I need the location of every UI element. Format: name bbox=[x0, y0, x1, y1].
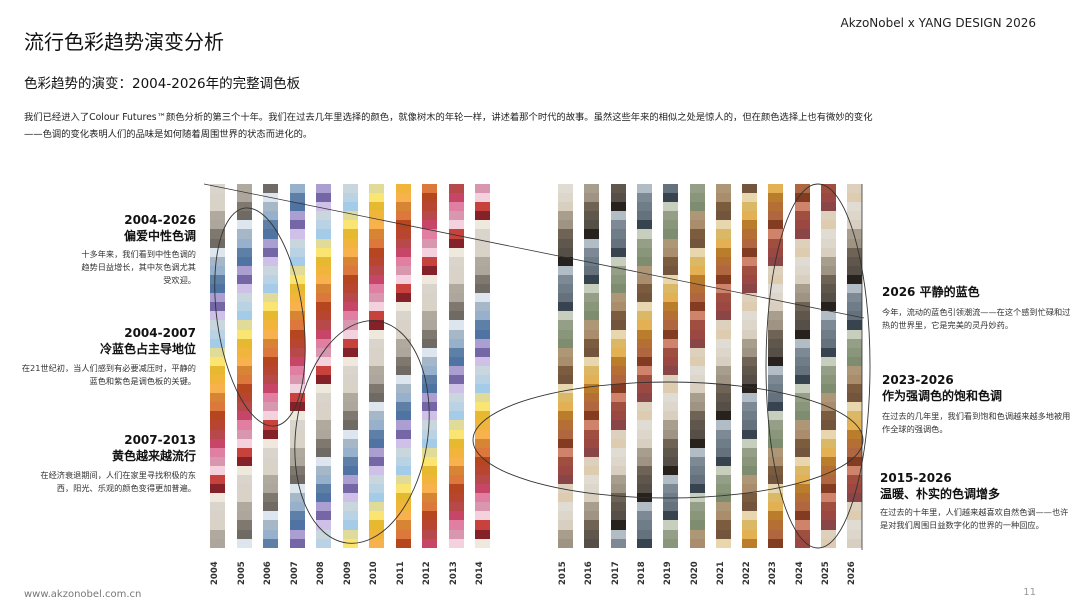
annotation-heading: 2026 平静的蓝色 bbox=[882, 285, 980, 299]
page-subtitle: 色彩趋势的演变：2004-2026年的完整调色板 bbox=[24, 76, 301, 92]
annotation-earthy: 2015-2026 温暖、朴实的色调增多 在过去的十年里，人们越来越喜欢自然色调… bbox=[880, 470, 1070, 532]
palette-strip-2008 bbox=[316, 184, 331, 548]
saturated-ellipse bbox=[765, 183, 871, 549]
page-title: 流行色彩趋势演变分析 bbox=[24, 30, 224, 54]
annotation-body: 在过去的十年里，人们越来越喜欢自然色调——也许是对我们周围日益数字化的世界的一种… bbox=[880, 507, 1069, 530]
palette-strip-2026 bbox=[847, 184, 863, 548]
palette-strip-2018 bbox=[636, 184, 652, 548]
annotation-year: 2004-2007 bbox=[124, 326, 196, 340]
annotation-heading: 黄色越来越流行 bbox=[111, 449, 196, 463]
palette-strip-2010 bbox=[369, 184, 384, 548]
palette-strip-2013 bbox=[448, 184, 464, 548]
annotation-body: 在21世纪初，当人们感到有必要减压时，平静的蓝色和紫色是调色板的关键。 bbox=[21, 363, 196, 386]
palette-strip-2004 bbox=[210, 184, 225, 548]
annotation-year: 2015-2026 bbox=[880, 471, 952, 485]
annotation-saturated: 2023-2026 作为强调色的饱和色调 在过去的几年里，我们看到饱和色调越来越… bbox=[882, 372, 1072, 436]
annotation-body: 今年，流动的蓝色引领潮流——在这个感到忙碌和过热的世界里，它是完美的灵丹妙药。 bbox=[882, 307, 1071, 330]
neutral-ellipse bbox=[214, 207, 306, 427]
annotation-body: 在过去的几年里，我们看到饱和色调越来越多地被用作全球的强调色。 bbox=[882, 411, 1071, 434]
palette-strip-2019 bbox=[663, 184, 679, 548]
intro-paragraph: 我们已经进入了Colour Futures™颜色分析的第三个十年。我们在过去几年… bbox=[24, 112, 873, 140]
palette-strip-2006 bbox=[263, 184, 278, 548]
palette-strip-2022 bbox=[742, 184, 758, 548]
annotation-year: 2004-2026 bbox=[124, 213, 196, 227]
palette-strip-2016 bbox=[584, 184, 600, 548]
annotation-heading: 偏爱中性色调 bbox=[123, 229, 196, 243]
annotation-body: 十多年来，我们看到中性色调的趋势日益增长，其中灰色调尤其受欢迎。 bbox=[81, 249, 196, 285]
annotation-yellow: 2007-2013 黄色越来越流行 在经济衰退期间，人们在家里寻找积极的东西，阳… bbox=[18, 432, 196, 495]
palette-strip-2017 bbox=[610, 184, 626, 548]
trend-line bbox=[203, 183, 865, 319]
palette-strip-2015 bbox=[558, 184, 573, 548]
palette-strip-2020 bbox=[689, 184, 705, 548]
earthy-ellipse bbox=[472, 381, 864, 499]
palette-strip-2014 bbox=[475, 184, 490, 548]
palette-strip-2023 bbox=[768, 184, 784, 548]
annotation-year: 2007-2013 bbox=[124, 433, 196, 447]
annotation-heading: 温暖、朴实的色调增多 bbox=[880, 487, 1001, 501]
palette-strip-2025 bbox=[821, 184, 836, 548]
palette-strip-2011 bbox=[395, 184, 411, 548]
footer-url[interactable]: www.akzonobel.com.cn bbox=[24, 589, 142, 600]
yellow-ellipse bbox=[294, 320, 430, 544]
palette-strip-2007 bbox=[289, 184, 305, 548]
annotation-heading: 作为强调色的饱和色调 bbox=[882, 389, 1003, 403]
annotation-year: 2023-2026 bbox=[882, 373, 954, 387]
palette-strip-2012 bbox=[422, 184, 437, 548]
palette-strip-2005 bbox=[236, 184, 252, 548]
annotation-neutral: 2004-2026 偏爱中性色调 十多年来，我们看到中性色调的趋势日益增长，其中… bbox=[18, 212, 196, 287]
brand-label: AkzoNobel x YANG DESIGN 2026 bbox=[840, 16, 1037, 30]
annotation-heading: 冷蓝色占主导地位 bbox=[99, 342, 196, 356]
annotation-body: 在经济衰退期间，人们在家里寻找积极的东西，阳光、乐观的颜色变得更加普遍。 bbox=[40, 470, 196, 493]
annotation-calm-blue: 2026 平静的蓝色 今年，流动的蓝色引领潮流——在这个感到忙碌和过热的世界里，… bbox=[882, 284, 1072, 332]
annotation-cool-blue: 2004-2007 冷蓝色占主导地位 在21世纪初，当人们感到有必要减压时，平静… bbox=[18, 325, 196, 388]
palette-strip-2021 bbox=[715, 184, 731, 548]
page-number: 11 bbox=[1023, 587, 1036, 598]
